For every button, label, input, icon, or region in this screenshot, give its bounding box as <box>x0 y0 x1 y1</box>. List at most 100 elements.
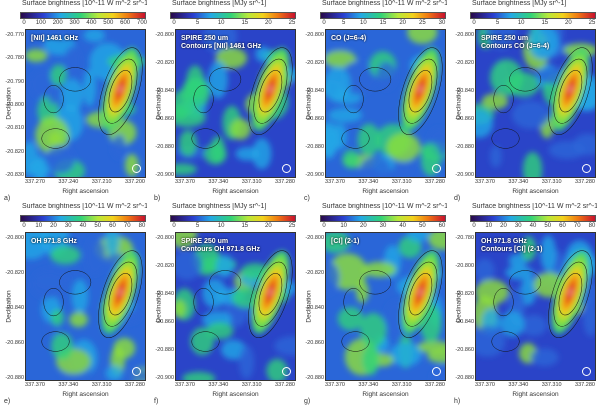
x-tick-label: 337.270 <box>25 179 45 185</box>
beam-circle <box>282 367 291 376</box>
colorbar-tick-label: 0 <box>22 223 26 229</box>
colorbar-tick-label: 0 <box>322 223 326 229</box>
x-ticks: 337.370 337.340 337.310 337.280 <box>475 179 596 187</box>
colorbar-tick-label: 20 <box>265 20 272 26</box>
y-tick-label: -20.880 <box>305 375 324 381</box>
map-label-line: Contours OH 971.8 GHz <box>181 246 260 253</box>
y-tick-label: -20.800 <box>305 32 324 38</box>
colorbar-tick-label: 20 <box>565 20 572 26</box>
map-image <box>26 233 145 380</box>
colorbar-tick-label: 5 <box>195 223 200 229</box>
y-tick-label: -20.880 <box>455 375 474 381</box>
map-panel: Surface brightness [MJy sr^-1] 0 5 10 15 20 25… <box>450 0 600 203</box>
intensity-map: OH 971.8 GHz Contours [CI] (2-1) <box>475 232 596 381</box>
colorbar-tick-label: 20 <box>50 223 57 229</box>
map-image <box>176 233 295 380</box>
map-label: [NII] 1461 GHz <box>31 35 78 43</box>
map-label-line: SPIRE 250 um <box>181 35 229 42</box>
colorbar <box>320 12 446 19</box>
map-label: CO (J=6-4) <box>331 35 366 43</box>
map-label: SPIRE 250 um Contours [NII] 1461 GHz <box>181 35 261 51</box>
colorbar-tick-label: 40 <box>529 223 537 229</box>
colorbar-title: Surface brightness [MJy sr^-1] <box>172 203 267 210</box>
panel-letter: h) <box>454 398 461 405</box>
colorbar-tick-label: 50 <box>94 223 102 229</box>
map-label-line: Contours [CI] (2-1) <box>481 246 543 253</box>
y-tick-label: -20.800 <box>155 32 174 38</box>
x-tick-label: 337.370 <box>175 382 195 388</box>
colorbar-tick-label: 15 <box>541 20 549 26</box>
x-tick-label: 337.340 <box>358 382 379 388</box>
x-tick-label: 337.280 <box>575 179 595 185</box>
y-tick-label: -20.860 <box>455 116 474 122</box>
colorbar-tick-label: 25 <box>288 223 296 229</box>
beam-circle <box>432 164 441 173</box>
colorbar <box>470 215 596 222</box>
map-label-line: SPIRE 250 um <box>481 35 529 42</box>
y-tick-label: -20.820 <box>305 60 324 66</box>
colorbar-tick-label: 15 <box>241 223 249 229</box>
panel-letter: f) <box>154 398 159 405</box>
colorbar-tick-label: 30 <box>514 223 522 229</box>
colorbar-tick-label: 25 <box>288 20 296 26</box>
colorbar-tick-label: 30 <box>64 223 72 229</box>
x-tick-label: 337.370 <box>325 179 345 185</box>
colorbar-tick-label: 10 <box>340 223 347 229</box>
y-tick-label: -20.880 <box>155 144 174 150</box>
x-tick-label: 337.310 <box>241 179 262 185</box>
x-tick-label: 337.280 <box>425 382 445 388</box>
map-label-line: Contours [NII] 1461 GHz <box>181 43 262 50</box>
colorbar-tick-label: 5 <box>495 20 500 26</box>
y-tick-label: -20.800 <box>455 263 474 269</box>
colorbar <box>20 215 146 222</box>
y-axis-label: Declination <box>155 290 163 323</box>
beam-circle <box>132 367 141 376</box>
map-label: SPIRE 250 um Contours CO (J=6-4) <box>481 35 549 51</box>
colorbar-tick-label: 50 <box>418 223 426 229</box>
map-label-line: [CI] (2-1) <box>331 238 360 245</box>
y-tick-label: -20.780 <box>455 235 474 241</box>
x-tick-label: 337.340 <box>208 179 229 185</box>
colorbar <box>320 215 446 222</box>
x-ticks: 337.370 337.340 337.310 337.280 <box>475 382 596 390</box>
intensity-map: OH 971.8 GHz <box>25 232 146 381</box>
colorbar-tick-label: 70 <box>123 223 131 229</box>
y-tick-label: -20.880 <box>305 144 324 150</box>
x-axis-label: Right ascension <box>62 391 109 398</box>
y-tick-label: -20.860 <box>155 116 174 122</box>
x-tick-label: 337.370 <box>325 382 345 388</box>
y-tick-label: -20.880 <box>5 375 24 381</box>
colorbar-tick-label: 0 <box>172 20 176 26</box>
y-tick-label: -20.860 <box>305 340 324 346</box>
colorbar-tick-label: 700 <box>136 20 148 26</box>
colorbar-tick-label: 25 <box>588 20 596 26</box>
colorbar-ticks: 0 10 20 30 40 50 60 <box>320 223 446 231</box>
y-axis-label: Declination <box>155 87 163 120</box>
y-tick-label: -20.840 <box>155 88 174 94</box>
colorbar-tick-label: 100 <box>35 20 46 26</box>
y-tick-label: -20.820 <box>155 263 174 269</box>
y-tick-label: -20.840 <box>455 319 474 325</box>
colorbar-tick-label: 5 <box>195 20 200 26</box>
colorbar-title: Surface brightness [10^-11 W m^-2 sr^-1] <box>22 0 147 7</box>
y-tick-label: -20.830 <box>5 172 24 178</box>
y-tick-label: -20.780 <box>5 55 24 62</box>
x-tick-label: 337.280 <box>125 382 145 388</box>
colorbar-title: Surface brightness [10^-11 W m^-2 sr^-1] <box>22 203 147 210</box>
map-panel: Surface brightness [10^-11 W m^-2 sr^-1]… <box>0 203 150 406</box>
x-tick-label: 337.340 <box>358 179 379 185</box>
y-tick-label: -20.840 <box>455 88 474 94</box>
x-tick-label: 337.200 <box>125 179 145 185</box>
map-label-line: OH 971.8 GHz <box>481 238 527 245</box>
y-axis-label: Declination <box>305 290 313 323</box>
intensity-map: SPIRE 250 um Contours OH 971.8 GHz <box>175 232 296 381</box>
colorbar-tick-label: 30 <box>438 20 446 26</box>
x-axis-label: Right ascension <box>362 188 409 195</box>
colorbar-tick-label: 10 <box>359 20 367 26</box>
y-tick-label: -20.860 <box>305 116 324 122</box>
colorbar-tick-label: 80 <box>138 223 146 229</box>
colorbar-tick-label: 400 <box>86 20 97 26</box>
panel-letter: e) <box>4 398 11 405</box>
colorbar-tick-label: 5 <box>341 20 346 26</box>
colorbar <box>470 12 596 19</box>
